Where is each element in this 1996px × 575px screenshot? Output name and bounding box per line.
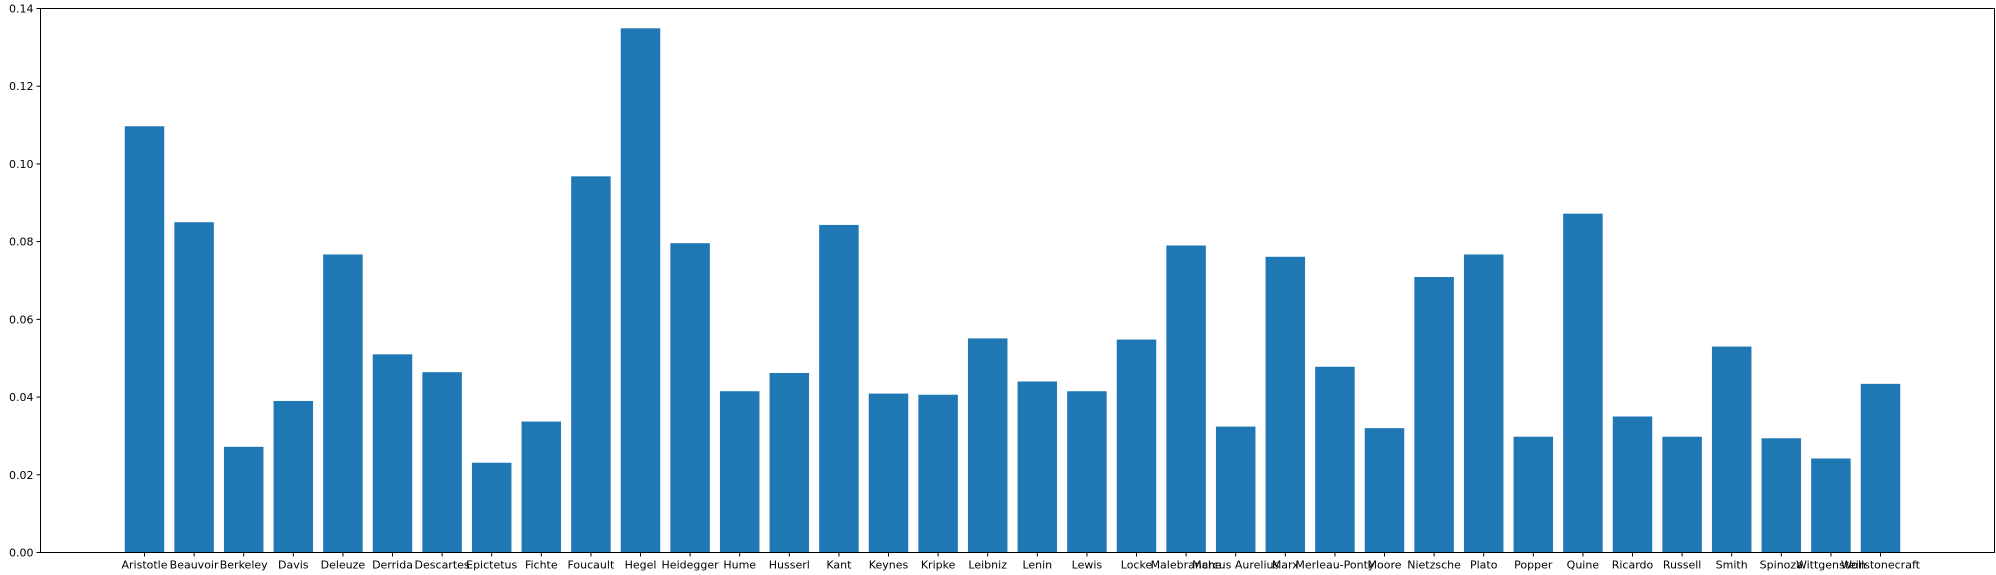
- y-axis: 0.00 0.02 0.04 0.06 0.08 0.10 0.12 0.14: [9, 3, 41, 560]
- bar-merleau-ponty: [1315, 366, 1355, 553]
- bar-husserl: [769, 372, 810, 553]
- bar-epictetus: [471, 462, 512, 553]
- y-tick-label: 0.04: [9, 391, 34, 404]
- x-tick-label: Husserl: [769, 559, 810, 572]
- bar-plato: [1463, 254, 1504, 553]
- bar-kripke: [918, 394, 958, 553]
- x-tick-label: Aristotle: [121, 559, 167, 572]
- y-tick-label: 0.06: [9, 313, 34, 326]
- x-tick-label: Malebranche: [1151, 559, 1222, 572]
- x-tick-label: Plato: [1470, 559, 1498, 572]
- bar-descartes: [422, 372, 462, 553]
- x-tick-label: Spinoza: [1760, 559, 1803, 572]
- y-tick-label: 0.02: [9, 469, 34, 482]
- bar-malebranche: [1166, 245, 1206, 553]
- bar-nietzsche: [1414, 277, 1454, 553]
- x-tick-label: Popper: [1514, 559, 1553, 572]
- x-tick-label: Merleau-Ponty: [1295, 559, 1375, 572]
- bar-marx: [1265, 256, 1306, 553]
- y-tick-label: 0.12: [9, 80, 34, 93]
- bar-quine: [1563, 213, 1603, 553]
- bar-beauvoir: [174, 222, 214, 553]
- bar-locke: [1116, 339, 1157, 553]
- x-tick-label: Wittgenstein: [1796, 559, 1866, 572]
- bar-heidegger: [670, 243, 710, 553]
- bar-popper: [1513, 436, 1554, 553]
- x-tick-label: Smith: [1716, 559, 1748, 572]
- x-tick-label: Marcus Aurelius: [1192, 559, 1279, 572]
- x-tick-label: Quine: [1567, 559, 1600, 572]
- bar-aristotle: [124, 126, 165, 553]
- x-tick-label: Nietzsche: [1407, 559, 1461, 572]
- x-tick-label: Hume: [723, 559, 756, 572]
- y-tick-label: 0.00: [9, 547, 34, 560]
- y-tick-label: 0.08: [9, 236, 34, 249]
- bar-leibniz: [967, 338, 1008, 553]
- bar-kant: [819, 224, 859, 553]
- x-tick-label: Kant: [826, 559, 852, 572]
- x-tick-label: Lewis: [1072, 559, 1103, 572]
- bar-ricardo: [1612, 416, 1653, 553]
- x-tick-label: Leibniz: [968, 559, 1007, 572]
- bar-berkeley: [223, 446, 264, 553]
- bar-keynes: [868, 393, 909, 553]
- bar-hume: [719, 391, 760, 553]
- bar-marcus-aurelius: [1215, 426, 1256, 553]
- x-tick-label: Lenin: [1022, 559, 1052, 572]
- bar-spinoza: [1761, 438, 1802, 553]
- plot-frame: [40, 8, 1995, 553]
- bar-deleuze: [323, 254, 363, 553]
- x-tick-label: Foucault: [568, 559, 615, 572]
- bar-fichte: [521, 421, 562, 553]
- x-tick-label: Russell: [1663, 559, 1701, 572]
- x-tick-label: Descartes: [415, 559, 470, 572]
- x-tick-label: Heidegger: [662, 559, 720, 572]
- bar-smith: [1711, 346, 1752, 553]
- x-tick-label: Hegel: [625, 559, 657, 572]
- x-tick-label: Beauvoir: [170, 559, 219, 572]
- x-tick-label: Davis: [278, 559, 309, 572]
- x-tick-label: Derrida: [372, 559, 413, 572]
- bar-wollstonecraft: [1860, 383, 1901, 553]
- bar-derrida: [372, 354, 413, 553]
- x-tick-label: Ricardo: [1612, 559, 1654, 572]
- x-tick-label: Moore: [1368, 559, 1402, 572]
- bar-foucault: [571, 176, 611, 553]
- x-tick-label: Berkeley: [220, 559, 268, 572]
- x-tick-label: Deleuze: [321, 559, 366, 572]
- bar-hegel: [620, 28, 661, 553]
- x-tick-label: Kripke: [921, 559, 956, 572]
- bar-lewis: [1067, 391, 1107, 553]
- bars-group: [124, 28, 1901, 553]
- bar-davis: [273, 400, 314, 553]
- x-axis: Aristotle Beauvoir Berkeley Davis Deleuze Der…: [121, 552, 1921, 572]
- bar-russell: [1662, 436, 1702, 553]
- x-tick-label: Epictetus: [466, 559, 517, 572]
- bar-lenin: [1017, 381, 1058, 553]
- x-tick-label: Fichte: [525, 559, 558, 572]
- bar-wittgenstein: [1811, 458, 1851, 553]
- y-tick-label: 0.14: [9, 3, 34, 16]
- x-tick-label: Locke: [1121, 559, 1153, 572]
- y-tick-label: 0.10: [9, 158, 34, 171]
- bar-moore: [1364, 428, 1405, 553]
- x-tick-label: Wollstonecraft: [1841, 559, 1921, 572]
- x-tick-label: Marx: [1272, 559, 1299, 572]
- x-tick-label: Keynes: [869, 559, 909, 572]
